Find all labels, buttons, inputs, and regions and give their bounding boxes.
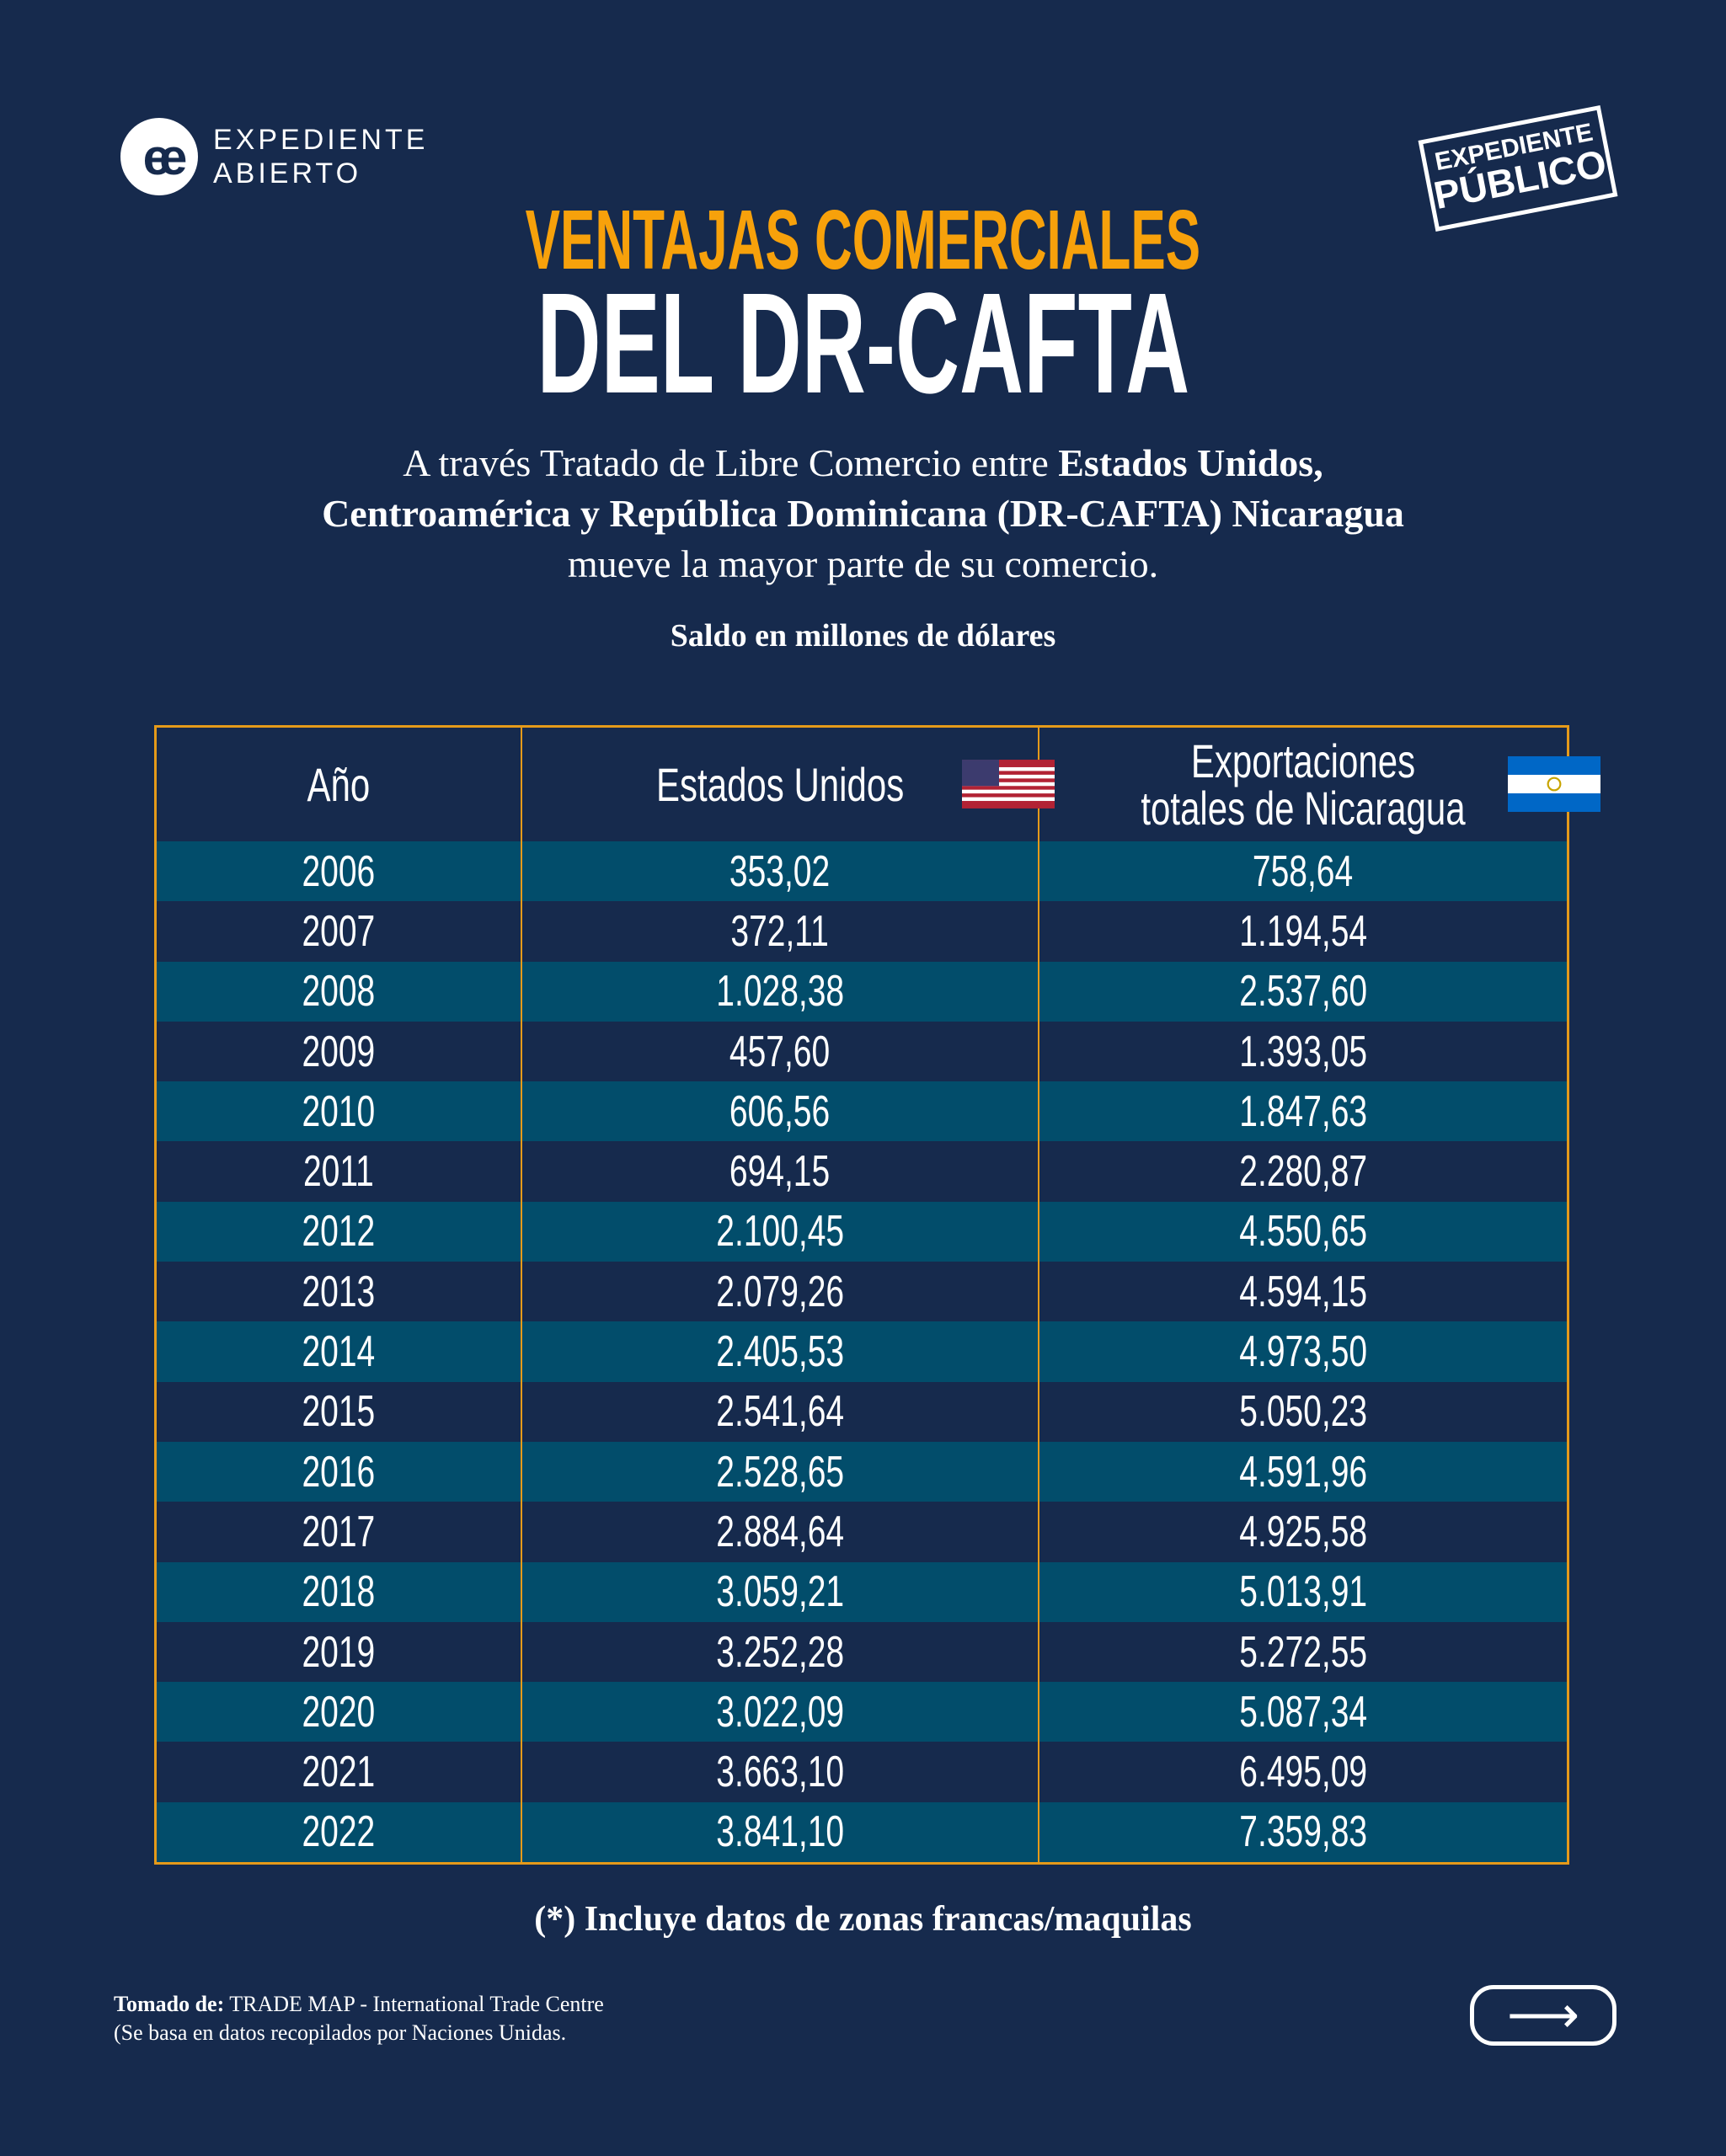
- cell-usa: 457,60: [522, 1021, 1039, 1082]
- cell-nicaragua: 1.847,63: [1239, 1086, 1367, 1136]
- cell-nicaragua: 758,64: [1253, 846, 1354, 896]
- cell-year: 2012: [157, 1201, 522, 1262]
- table-row: 2021 3.663,10 6.495,09: [157, 1742, 1567, 1802]
- cell-usa: 372,11: [522, 901, 1039, 962]
- table-row: 2020 3.022,09 5.087,34: [157, 1682, 1567, 1742]
- cell-usa: 2.405,53: [522, 1321, 1039, 1382]
- cell-nicaragua: 4.594,15: [1239, 1267, 1367, 1316]
- cell-nicaragua: 5.050,23: [1239, 1387, 1367, 1437]
- cell-nicaragua: 1.393,05: [1239, 1027, 1367, 1076]
- cell-year: 2019: [157, 1621, 522, 1683]
- header-usa: Estados Unidos: [522, 728, 1055, 841]
- logo-icon: ee: [120, 118, 198, 195]
- cell-nicaragua: 7.359,83: [1239, 1807, 1367, 1857]
- cell-year: 2008: [157, 961, 522, 1022]
- cell-year: 2016: [157, 1441, 522, 1502]
- cell-usa: 1.028,38: [522, 961, 1039, 1022]
- table-row: 2006 353,02 758,64: [157, 841, 1567, 902]
- cell-year: 2021: [157, 1742, 522, 1802]
- cell-nicaragua: 4.591,96: [1239, 1447, 1367, 1497]
- table-row: 2011 694,15 2.280,87: [157, 1141, 1567, 1202]
- title-line-1: VENTAJAS COMERCIALES: [525, 193, 1201, 287]
- cell-nicaragua: 5.087,34: [1239, 1687, 1367, 1737]
- header-year: Año: [157, 728, 522, 841]
- cell-usa: 2.541,64: [522, 1381, 1039, 1442]
- cell-usa: 3.663,10: [522, 1742, 1039, 1802]
- cell-year: 2006: [157, 841, 522, 902]
- logo-text: EXPEDIENTE: [213, 124, 429, 156]
- cell-year: 2017: [157, 1502, 522, 1562]
- cell-nicaragua: 2.280,87: [1239, 1147, 1367, 1197]
- cell-usa: 2.079,26: [522, 1262, 1039, 1322]
- table-row: 2016 2.528,65 4.591,96: [157, 1441, 1567, 1502]
- table-row: 2018 3.059,21 5.013,91: [157, 1561, 1567, 1622]
- cell-year: 2022: [157, 1801, 522, 1863]
- table-row: 2013 2.079,26 4.594,15: [157, 1262, 1567, 1322]
- cell-usa: 3.022,09: [522, 1682, 1039, 1742]
- cell-year: 2015: [157, 1381, 522, 1442]
- cell-usa: 353,02: [522, 841, 1039, 902]
- cell-year: 2020: [157, 1682, 522, 1742]
- cell-usa: 3.252,28: [522, 1621, 1039, 1683]
- arrow-right-icon: ⟶: [1506, 1987, 1579, 2043]
- us-flag-icon: [962, 760, 1055, 808]
- cell-usa: 3.841,10: [522, 1801, 1039, 1863]
- table-row: 2012 2.100,45 4.550,65: [157, 1201, 1567, 1262]
- table-row: 2014 2.405,53 4.973,50: [157, 1321, 1567, 1382]
- cell-usa: 694,15: [522, 1141, 1039, 1202]
- cell-usa: 606,56: [522, 1081, 1039, 1142]
- footnote: (*) Incluye datos de zonas francas/maqui…: [534, 1900, 1192, 1939]
- cell-year: 2007: [157, 901, 522, 962]
- cell-nicaragua: 4.550,65: [1239, 1207, 1367, 1257]
- table-row: 2019 3.252,28 5.272,55: [157, 1621, 1567, 1683]
- cell-usa: 2.100,45: [522, 1201, 1039, 1262]
- cell-year: 2013: [157, 1262, 522, 1322]
- table-row: 2010 606,56 1.847,63: [157, 1081, 1567, 1142]
- table-row: 2022 3.841,10 7.359,83: [157, 1801, 1567, 1863]
- logo-text: ABIERTO: [213, 157, 362, 189]
- cell-usa: 3.059,21: [522, 1561, 1039, 1622]
- table-row: 2007 372,11 1.194,54: [157, 901, 1567, 962]
- source-text: Tomado de: TRADE MAP - International Tra…: [114, 1992, 604, 2045]
- cell-usa: 2.884,64: [522, 1502, 1039, 1562]
- table-row: 2015 2.541,64 5.050,23: [157, 1381, 1567, 1442]
- cell-nicaragua: 2.537,60: [1239, 967, 1367, 1017]
- intro-text: A través Tratado de Libre Comercio entre…: [322, 441, 1404, 585]
- table-header: Año Estados Unidos Exportaciones totales…: [157, 728, 1600, 841]
- cell-nicaragua: 6.495,09: [1239, 1748, 1367, 1797]
- table-row: 2008 1.028,38 2.537,60: [157, 961, 1567, 1022]
- header-nicaragua: Exportaciones totales de Nicaragua: [1039, 728, 1600, 841]
- cell-usa: 2.528,65: [522, 1441, 1039, 1502]
- cell-nicaragua: 1.194,54: [1239, 906, 1367, 956]
- cell-year: 2010: [157, 1081, 522, 1142]
- expediente-abierto-logo: ee EXPEDIENTE ABIERTO: [120, 118, 428, 195]
- cell-nicaragua: 4.973,50: [1239, 1327, 1367, 1377]
- cell-year: 2014: [157, 1321, 522, 1382]
- cell-nicaragua: 5.272,55: [1239, 1627, 1367, 1677]
- unit-label: Saldo en millones de dólares: [670, 618, 1056, 654]
- trade-table: Año Estados Unidos Exportaciones totales…: [154, 725, 1600, 1865]
- table-row: 2009 457,60 1.393,05: [157, 1021, 1567, 1082]
- title-line-2: DEL DR-CAFTA: [537, 264, 1189, 424]
- cell-nicaragua: 4.925,58: [1239, 1507, 1367, 1556]
- nicaragua-flag-icon: [1508, 756, 1600, 812]
- cell-year: 2018: [157, 1561, 522, 1622]
- cell-year: 2011: [157, 1141, 522, 1202]
- next-button[interactable]: ⟶: [1470, 1985, 1616, 2046]
- cell-year: 2009: [157, 1021, 522, 1082]
- cell-nicaragua: 5.013,91: [1239, 1567, 1367, 1617]
- table-row: 2017 2.884,64 4.925,58: [157, 1502, 1567, 1562]
